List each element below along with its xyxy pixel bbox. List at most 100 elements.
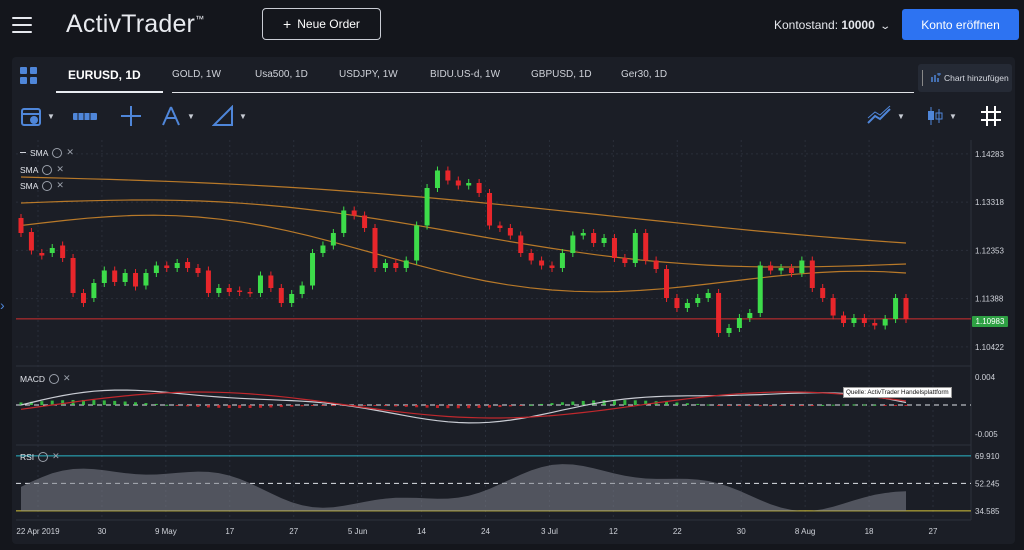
price-axis-label: 1.12353 [975,246,1004,255]
candle [476,179,482,197]
indicator-tool[interactable]: ▼ [866,104,905,128]
candle [653,256,659,273]
settings-icon [38,451,49,462]
chevron-right-icon[interactable]: › [0,297,5,313]
candle-body [174,263,180,268]
ruler-tool[interactable] [72,104,98,128]
menu-icon[interactable] [12,17,32,33]
tab-gbpusd-1d[interactable]: GBPUSD, 1D [531,69,592,80]
macd-histogram-bar [696,403,700,405]
pitchfork-tool[interactable]: ▼ [160,104,195,128]
add-chart-button[interactable]: Chart hinzufügen [918,64,1012,92]
candle [539,256,545,270]
macd-histogram-bar [477,405,481,408]
tab-gold-1w[interactable]: GOLD, 1W [172,69,221,80]
shape-tool[interactable]: ▼ [212,104,247,128]
candle [205,266,211,297]
candle-body [143,273,149,286]
candle-body [60,245,66,258]
candle [788,264,794,277]
candle-body [653,260,659,269]
candle-body [528,253,534,261]
macd-histogram-bar [279,405,283,408]
candle-body [643,233,649,261]
open-account-button[interactable]: Konto eröffnen [902,9,1019,40]
calendar-tool[interactable]: ▼ [20,104,55,128]
candle [851,314,857,327]
price-chart[interactable]: 1.14283 1.13318 1.12353 1.11388 1.10422 0.004… [16,140,1019,542]
close-icon: ✕ [56,164,64,174]
macd-histogram-bar [446,405,450,409]
candle-body [424,188,430,226]
candle-body [726,328,732,333]
candle-body [841,315,847,323]
candle-body [70,258,76,293]
indicator-sma-3[interactable]: SMA ✕ [20,180,64,191]
candle [830,294,836,320]
candle [872,319,878,330]
macd-histogram-bar [425,405,429,408]
macd-histogram-bar [560,402,564,405]
candle-body [122,273,128,282]
macd-histogram-bar [186,405,190,407]
candle [487,189,493,230]
macd-histogram-bar [592,400,596,405]
candle [414,221,420,265]
candle-body [237,290,243,292]
candle [726,324,732,337]
macd-histogram-bar [383,405,387,407]
logo: ActivTrader™ [66,10,205,38]
new-order-button[interactable]: + Neue Order [262,8,381,40]
macd-histogram-bar [456,405,460,409]
candle-body [39,253,45,256]
candle-body [49,248,55,253]
balance-value: 10000 [841,18,875,32]
macd-histogram-bar [196,405,200,407]
indicator-sma-2[interactable]: SMA ✕ [20,164,64,175]
candle-body [226,288,232,292]
chart-area[interactable]: 1.14283 1.13318 1.12353 1.11388 1.10422 0.004… [16,140,1019,542]
candle-body [185,262,191,268]
candle [247,288,253,297]
tab-eurusd-1d[interactable]: EURUSD, 1D [68,68,141,82]
macd-histogram-bar [894,405,898,406]
candle [143,269,149,290]
account-balance-dropdown[interactable]: Kontostand: 10000 ⌄ [774,18,891,32]
candle-body [164,265,170,268]
candle-body [195,268,201,273]
candle-body [455,180,461,186]
chart-panel [12,57,1015,544]
candle [434,166,440,192]
macd-histogram-bar [685,403,689,405]
chart-type-tool[interactable]: ▼ [926,104,957,128]
candle-body [570,235,576,253]
candle-body [112,270,118,282]
crosshair-tool[interactable] [120,104,142,128]
candle-body [341,210,347,233]
date-axis-label: 9 May [155,527,177,536]
macd-histogram-bar [498,405,502,408]
top-bar: ActivTrader™ + Neue Order Kontostand: 10… [0,0,1024,52]
indicator-sma-1[interactable]: SMA ✕ [20,147,74,158]
candle [403,256,409,272]
candle [455,176,461,190]
close-icon: ✕ [52,451,60,461]
macd-histogram-bar [165,404,169,406]
tab-usdjpy-1w[interactable]: USDJPY, 1W [339,69,398,80]
tab-usa500-1d[interactable]: Usa500, 1D [255,69,308,80]
indicator-macd[interactable]: MACD ✕ [20,373,71,384]
tab-bidu-1w[interactable]: BIDU.US-d, 1W [430,69,501,80]
macd-histogram-bar [675,402,679,405]
candle [289,290,295,307]
ruler-icon [73,113,97,120]
macd-histogram-bar [206,405,210,408]
layout-grid-icon[interactable] [20,67,38,85]
candle [216,284,222,297]
indicator-rsi[interactable]: RSI ✕ [20,451,60,462]
tab-ger30-1d[interactable]: Ger30, 1D [621,69,668,80]
candle [601,234,607,247]
macd-histogram-bar [290,405,294,407]
drawing-toolbar: ▼ ▼ ▼ ▼ ▼ [12,100,1015,134]
price-axis-label: 1.13318 [975,198,1004,207]
grid-toggle-tool[interactable] [980,104,1002,128]
